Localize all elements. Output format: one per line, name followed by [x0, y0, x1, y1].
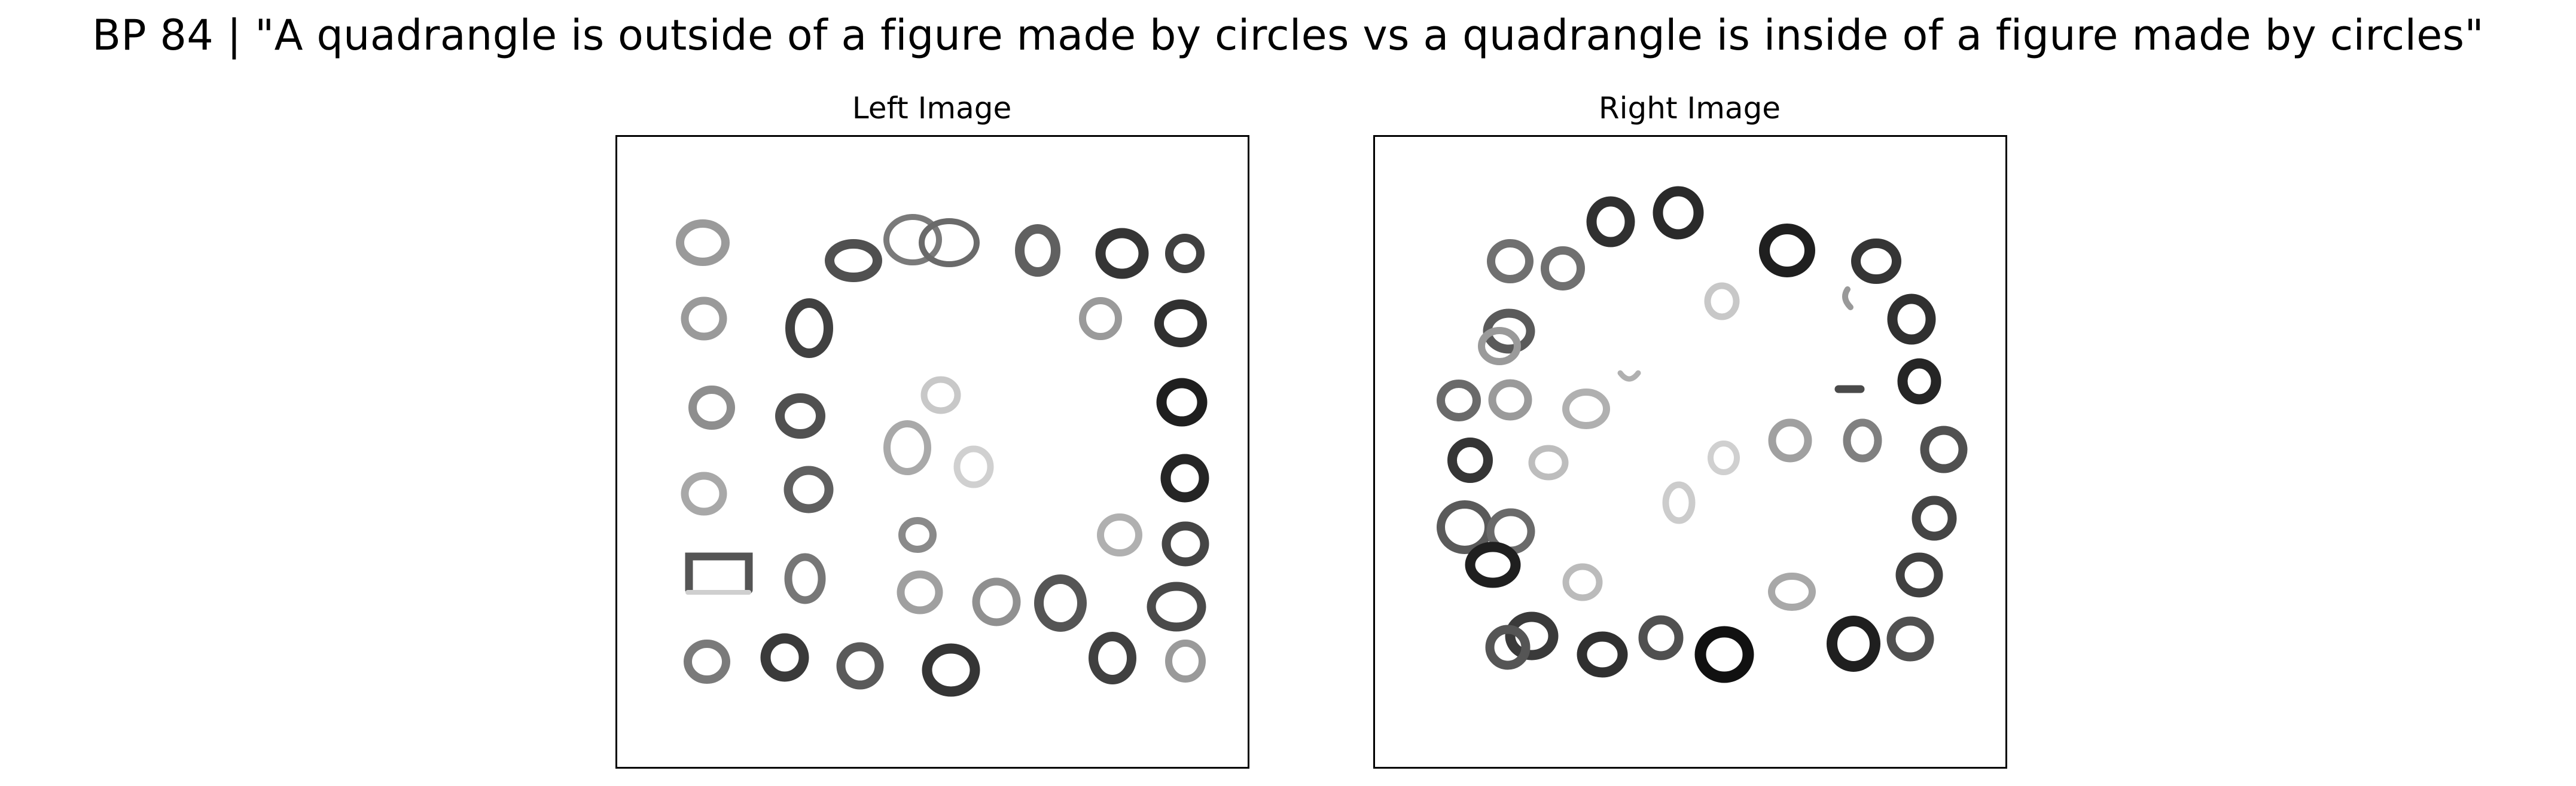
circle — [1586, 196, 1635, 247]
circle — [836, 642, 884, 690]
circle-fragment — [1842, 286, 1853, 310]
circle — [897, 570, 943, 614]
circle — [1886, 616, 1934, 662]
left-image-drawing — [676, 214, 1209, 697]
right-image-drawing — [1437, 186, 1968, 683]
circle — [1694, 626, 1754, 683]
circle — [1015, 224, 1060, 277]
circle — [784, 466, 834, 513]
circle — [1079, 297, 1122, 340]
circle — [1147, 582, 1206, 632]
circle — [1851, 238, 1901, 284]
circle — [1478, 327, 1521, 365]
circle-fragment — [1617, 370, 1641, 382]
circle — [1034, 574, 1087, 632]
circle — [1920, 426, 1968, 473]
circle — [1912, 496, 1957, 541]
circle — [919, 218, 980, 267]
circle — [1437, 500, 1493, 554]
left-image-panel — [615, 135, 1249, 769]
circle — [1487, 239, 1534, 283]
circle — [1577, 631, 1628, 678]
circle — [1485, 625, 1531, 670]
circle — [883, 214, 942, 265]
circle — [1708, 441, 1740, 475]
circle — [760, 633, 809, 682]
circle — [1843, 418, 1882, 463]
circle — [681, 296, 727, 341]
circle — [1704, 282, 1740, 320]
circle — [1488, 379, 1532, 421]
circle — [953, 445, 994, 488]
circle — [1562, 389, 1610, 429]
circle — [1437, 380, 1481, 421]
circle — [775, 393, 825, 439]
circle — [684, 640, 730, 684]
circle — [1653, 186, 1704, 240]
circle — [1887, 293, 1936, 345]
circle — [1160, 454, 1209, 503]
right-image-panel — [1373, 135, 2007, 769]
right-panel-title: Right Image — [1598, 91, 1781, 126]
circle — [1165, 640, 1206, 683]
circle — [1541, 246, 1585, 290]
circle — [1447, 438, 1493, 483]
circle — [1897, 358, 1941, 405]
circle — [1895, 552, 1943, 598]
circle — [1827, 616, 1880, 672]
circle — [1465, 542, 1521, 588]
circle — [1505, 611, 1559, 660]
circle — [1662, 481, 1696, 524]
circle — [922, 643, 980, 697]
left-panel-title: Left Image — [852, 91, 1012, 126]
circle — [1089, 632, 1136, 684]
circle — [883, 420, 931, 475]
circle — [785, 298, 833, 358]
circle — [1638, 615, 1684, 660]
circle — [688, 386, 735, 430]
circle — [1156, 378, 1208, 427]
circle — [1154, 299, 1207, 347]
circle — [825, 239, 882, 282]
circle — [676, 219, 730, 266]
circle — [972, 577, 1021, 626]
circle — [1768, 573, 1816, 611]
circle — [920, 376, 961, 414]
circle — [1768, 418, 1812, 463]
circle — [681, 472, 727, 516]
circle — [1759, 224, 1815, 277]
circle — [1528, 445, 1569, 481]
circle — [898, 517, 937, 553]
circle — [1162, 521, 1209, 567]
circle — [784, 553, 826, 604]
circle — [1095, 228, 1149, 279]
circle — [1562, 563, 1603, 601]
circle — [1097, 513, 1142, 556]
circle — [1165, 234, 1205, 273]
figure-title: BP 84 | "A quadrangle is outside of a fi… — [92, 11, 2484, 60]
quadrangle — [685, 552, 753, 594]
